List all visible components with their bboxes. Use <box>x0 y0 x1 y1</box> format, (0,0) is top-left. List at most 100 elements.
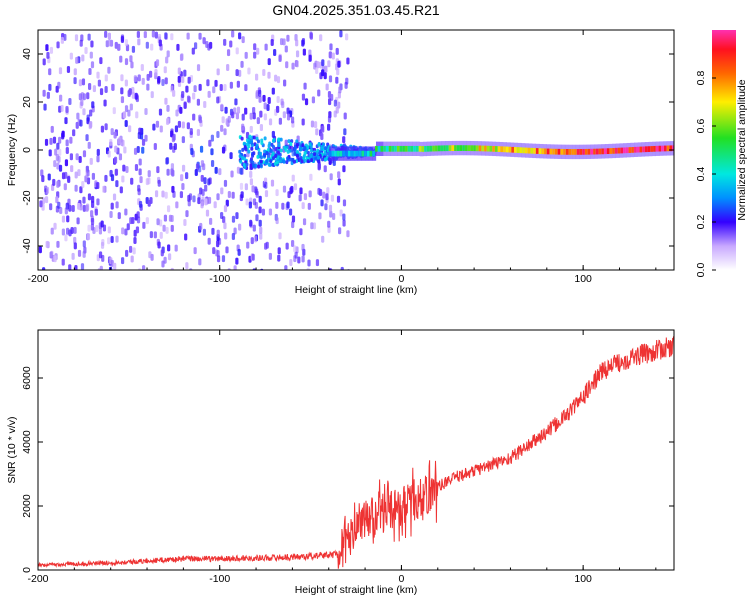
heat-cell <box>57 201 61 209</box>
colorbar-tick-label: 0.0 <box>695 263 707 278</box>
heat-cell <box>77 169 81 177</box>
heat-cell <box>127 90 131 98</box>
heat-cell <box>60 104 64 112</box>
heat-cell <box>189 268 193 270</box>
heat-cell <box>117 212 121 220</box>
carrier-cell <box>655 145 659 152</box>
carrier-cell <box>595 148 599 155</box>
heat-cell <box>233 265 237 270</box>
heat-cell <box>69 153 73 161</box>
heat-cell <box>221 146 226 154</box>
heat-cell <box>48 68 52 76</box>
heat-cell <box>141 146 145 154</box>
heat-cell <box>277 143 281 148</box>
heat-cell <box>204 198 208 206</box>
heat-cell <box>196 269 197 270</box>
heat-cell <box>307 202 311 210</box>
heat-cell <box>223 205 228 213</box>
heat-cell <box>227 191 231 199</box>
heat-cell <box>240 191 244 199</box>
heat-cell <box>89 121 93 129</box>
heat-cell <box>112 107 116 115</box>
heat-cell <box>192 195 196 203</box>
heat-cell <box>124 79 128 87</box>
heat-cell <box>197 197 201 205</box>
heat-cell <box>202 36 206 44</box>
heat-cell <box>319 34 323 42</box>
heat-cell <box>295 149 299 154</box>
heat-cell <box>73 77 77 85</box>
heat-cell <box>326 142 330 147</box>
heat-cell <box>328 204 333 212</box>
heat-cell <box>206 79 210 87</box>
heat-cell <box>166 205 171 213</box>
heat-cell <box>86 177 91 185</box>
heat-cell <box>158 108 163 116</box>
heat-cell <box>47 173 51 181</box>
heat-cell <box>122 111 127 119</box>
carrier-cell <box>568 149 572 155</box>
heat-cell <box>216 229 220 237</box>
heat-cell <box>295 139 299 144</box>
heat-cell <box>316 61 320 69</box>
heat-cell <box>279 159 283 164</box>
heat-cell <box>147 170 151 178</box>
carrier-cell <box>552 148 555 155</box>
heat-cell <box>214 79 218 87</box>
carrier-cell <box>481 145 484 152</box>
heat-cell <box>159 125 163 133</box>
heat-cell <box>73 226 77 234</box>
heat-cell <box>240 136 244 141</box>
heat-cell <box>265 241 269 249</box>
heat-cell <box>293 151 297 156</box>
heat-cell <box>157 76 161 84</box>
heat-cell <box>329 210 333 218</box>
heat-cell <box>342 213 346 221</box>
heat-cell <box>77 249 82 257</box>
heat-cell <box>50 250 54 258</box>
heat-cell <box>291 174 295 182</box>
carrier-cell <box>658 145 662 152</box>
heat-cell <box>224 232 228 240</box>
heat-cell <box>150 43 154 51</box>
heat-cell <box>200 174 204 182</box>
heat-cell <box>245 198 249 206</box>
heat-cell <box>285 242 289 250</box>
carrier-cell <box>342 150 345 157</box>
heat-cell <box>225 199 229 207</box>
carrier-cell <box>672 145 674 152</box>
heat-cell <box>111 83 115 91</box>
heat-cell <box>183 69 187 77</box>
heat-cell <box>288 208 293 216</box>
heat-cell <box>274 74 278 82</box>
heat-cell <box>168 214 173 222</box>
y-tick-label: 20 <box>21 96 33 108</box>
heat-cell <box>324 203 328 211</box>
carrier-cell <box>634 146 637 153</box>
heat-cell <box>82 196 86 204</box>
heat-cell <box>339 209 343 217</box>
carrier-cell <box>653 145 656 152</box>
heat-cell <box>89 109 93 117</box>
heat-cell <box>249 178 254 186</box>
heat-cell <box>124 58 129 66</box>
heat-cell <box>207 237 211 245</box>
heat-cell <box>39 200 43 208</box>
x-tick-label: -200 <box>27 273 48 285</box>
heat-cell <box>82 204 86 212</box>
heat-cell <box>164 77 168 85</box>
y-tick-label: 0 <box>21 567 33 573</box>
heat-cell <box>211 227 215 235</box>
heat-cell <box>158 39 162 47</box>
heat-cell <box>179 191 184 199</box>
heat-cell <box>255 73 259 81</box>
heat-cell <box>244 107 248 115</box>
heat-cell <box>119 186 123 194</box>
heat-cell <box>307 259 311 267</box>
heat-cell <box>263 149 267 154</box>
heat-cell <box>66 65 71 73</box>
heat-cell <box>195 163 200 171</box>
heat-cell <box>79 119 83 127</box>
heat-cell <box>82 108 86 116</box>
heat-cell <box>289 187 293 195</box>
